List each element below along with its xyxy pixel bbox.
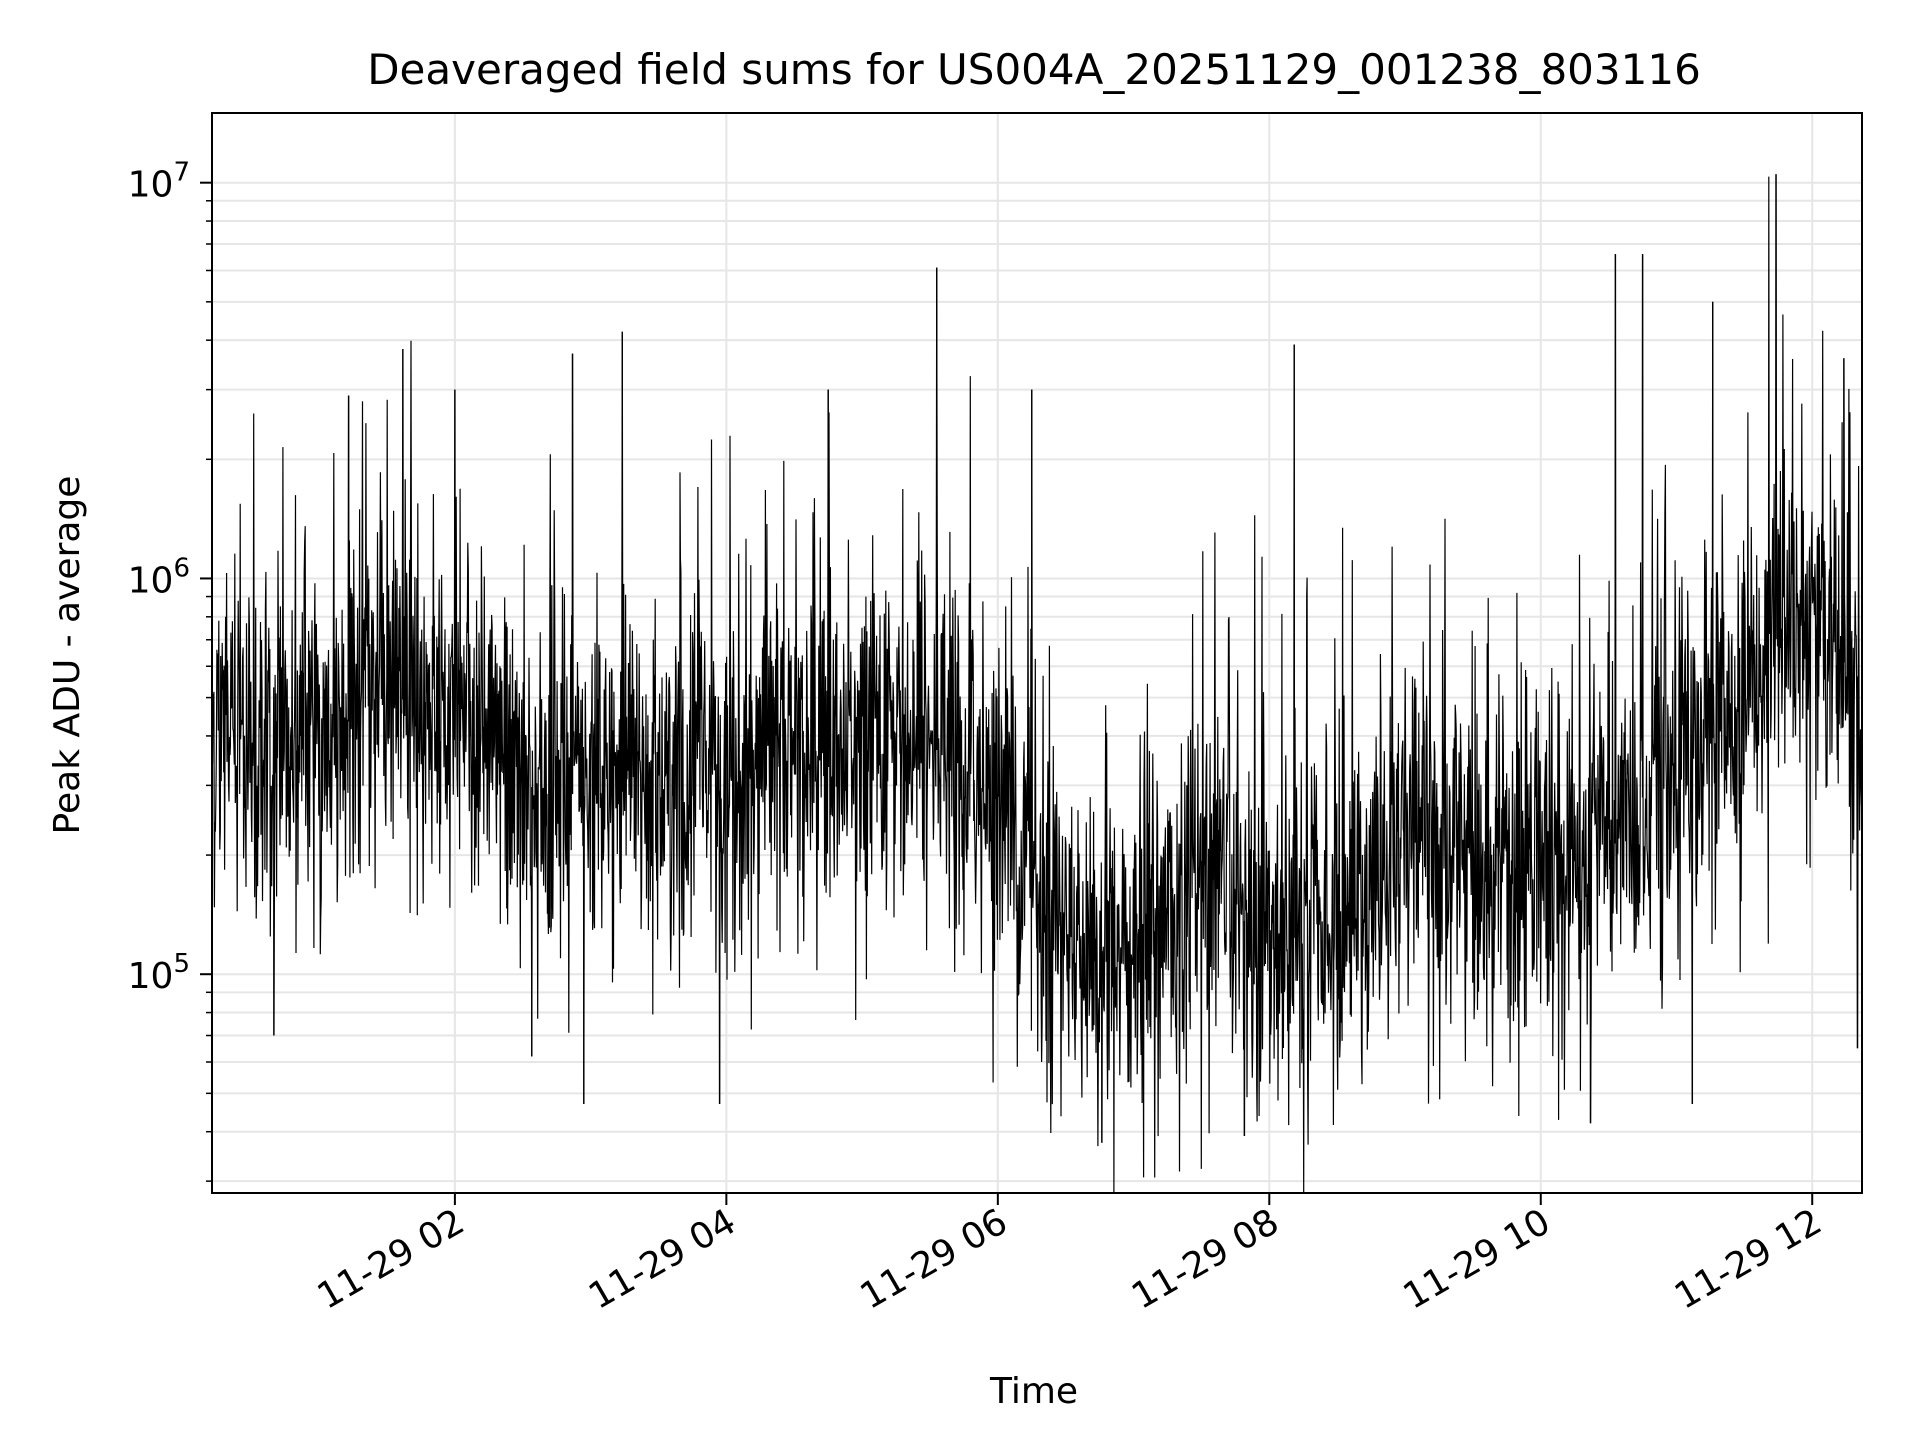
y-tick-label: 107: [128, 158, 190, 206]
series-layer: [211, 174, 1863, 1194]
y-grid: [212, 181, 1862, 1183]
y-tick-label-exponent: 7: [173, 158, 190, 188]
y-tick-label: 105: [128, 949, 190, 997]
series-line: [211, 174, 1863, 1194]
y-tick-label-base: 10: [128, 560, 174, 601]
chart-title: Deaveraged field sums for US004A_2025112…: [367, 45, 1701, 94]
y-tick-label: 106: [128, 553, 190, 601]
y-tick-label-exponent: 6: [173, 553, 190, 583]
y-tick-label-base: 10: [128, 956, 174, 997]
plot-area-frame: [211, 112, 1863, 1194]
x-axis-label: Time: [989, 1371, 1078, 1412]
y-axis-label: Peak ADU - average: [47, 476, 88, 835]
y-tick-label-exponent: 5: [173, 949, 190, 979]
y-tick-label-base: 10: [128, 165, 174, 206]
